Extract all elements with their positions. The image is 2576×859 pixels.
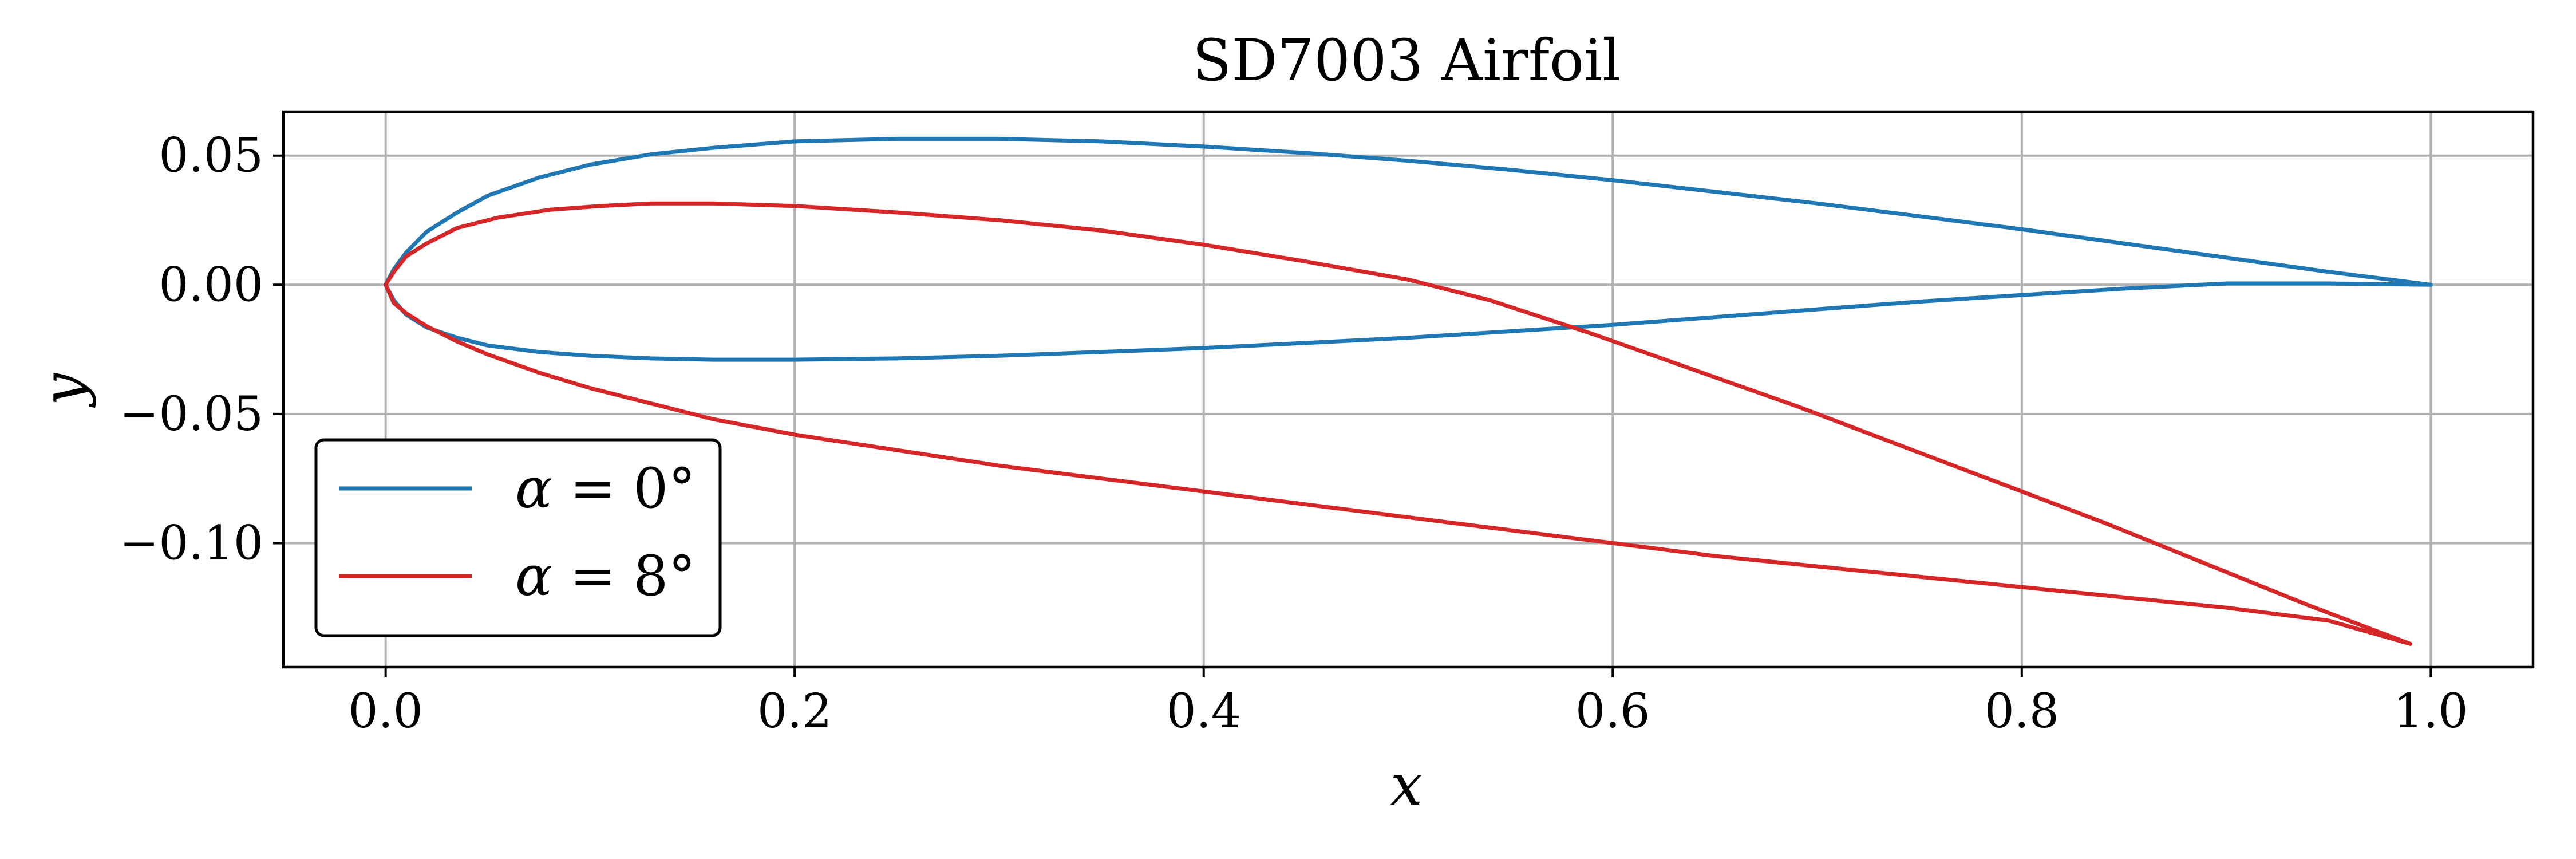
series-lines (384, 136, 2433, 646)
legend-label-0: α = 0° (515, 456, 696, 521)
series-line-0 (384, 136, 2433, 362)
x-tick-label: 0.0 (348, 684, 422, 739)
y-tick-label: −0.05 (120, 387, 263, 442)
y-axis-label: y (30, 372, 97, 408)
y-tick-label: −0.10 (120, 516, 263, 570)
x-axis-label: x (1390, 751, 1423, 818)
legend-label-1: α = 8° (515, 544, 696, 608)
x-tick-label: 0.6 (1575, 684, 1650, 739)
chart-title: SD7003 Airfoil (1192, 27, 1621, 94)
legend: α = 0° α = 8° (314, 438, 722, 637)
plot-frame (282, 110, 2535, 669)
axis-ticks: 0.0 0.2 0.4 0.6 0.8 1.0 0.05 0.00 −0.05 −0.10 (120, 129, 2468, 739)
y-tick-label: 0.05 (159, 129, 263, 183)
x-tick-label: 1.0 (2393, 684, 2468, 739)
x-tick-label: 0.2 (757, 684, 832, 739)
x-tick-label: 0.8 (1985, 684, 2059, 739)
x-tick-label: 0.4 (1167, 684, 1241, 739)
y-tick-label: 0.00 (159, 258, 263, 312)
series-line-1 (384, 201, 2413, 646)
